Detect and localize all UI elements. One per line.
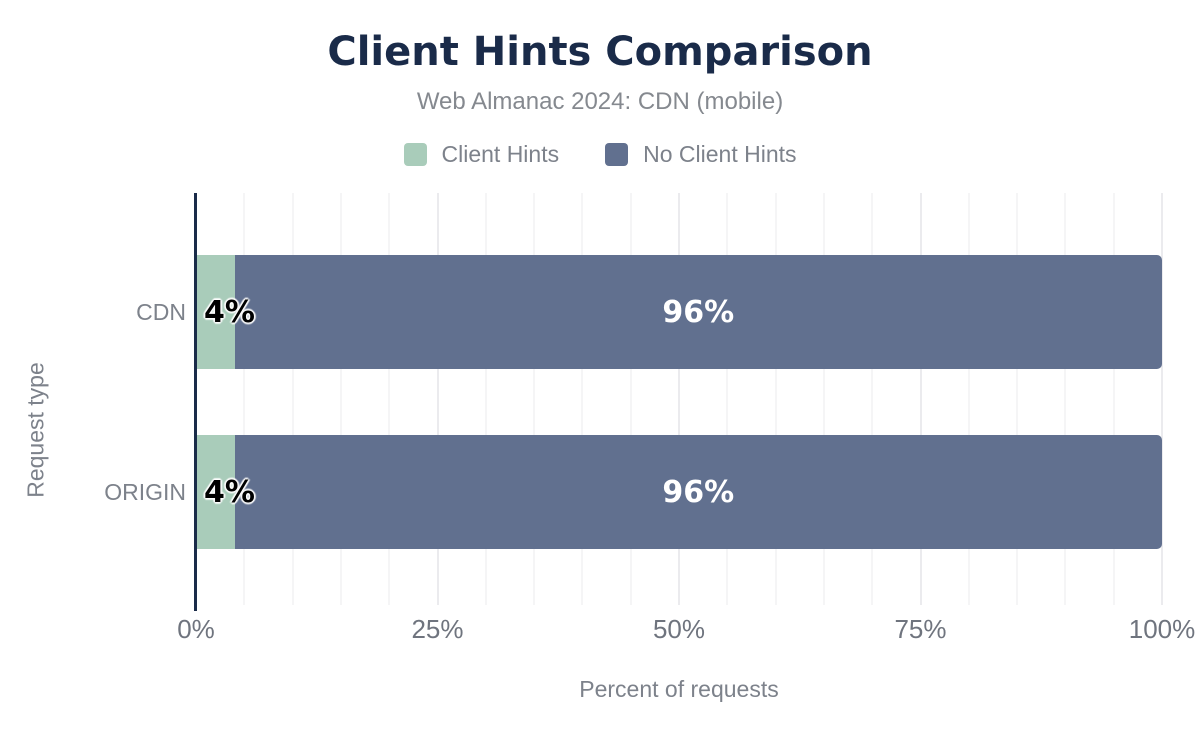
gridline-70 [871,193,874,605]
x-tick-50: 50% [652,614,706,644]
gridline-30 [484,193,487,605]
value-label-cdn-client-hints: 4% [204,294,255,330]
x-tick-0: 0% [177,614,215,644]
legend-item-client-hints[interactable]: Client Hints [403,141,560,168]
y-axis-title: Request type [22,362,49,498]
segment-cdn-no-client-hints[interactable]: 96% [234,255,1162,369]
category-label-origin: ORIGIN [104,479,186,505]
gridline-80 [967,193,970,605]
x-tick-100: 100% [1128,614,1196,644]
gridline-90 [1064,193,1067,605]
legend-label-client-hints: Client Hints [441,141,560,167]
chart-subtitle: Web Almanac 2024: CDN (mobile) [416,88,784,115]
y-axis-line [194,193,197,611]
gridline-55 [726,193,729,605]
value-label-origin-no-client-hints: 96% [662,474,735,510]
segment-cdn-client-hints[interactable] [196,255,235,369]
gridline-95 [1112,193,1115,605]
gridline-85 [1016,193,1019,605]
value-label-cdn-no-client-hints: 96% [662,294,735,330]
gridline-15 [339,193,342,605]
gridline-20 [388,193,391,605]
legend-swatch-client-hints [403,143,427,166]
bar-row-cdn: 96% 4% [196,255,1162,369]
gridline-40 [581,193,584,605]
gridline-45 [629,193,632,605]
gridline-25 [436,193,439,605]
value-label-origin-client-hints: 4% [204,474,255,510]
x-axis-ticks: 0% 25% 50% 75% 100% [177,614,1195,646]
x-axis-title: Percent of requests [579,676,779,702]
gridlines [196,193,1163,605]
gridline-35 [533,193,536,605]
x-tick-75: 75% [894,614,947,644]
legend: Client Hints No Client Hints [0,141,1200,168]
gridline-50 [678,193,680,605]
x-tick-25: 25% [411,614,464,644]
category-label-cdn: CDN [136,299,186,325]
gridline-75 [919,193,922,605]
gridline-5 [243,193,246,605]
legend-item-no-client-hints[interactable]: No Client Hints [605,141,797,168]
gridline-100 [1161,193,1163,605]
plot-area: 96% 4% 96% 4% [196,193,1163,605]
gridline-10 [291,193,294,605]
gridline-65 [822,193,825,605]
segment-origin-no-client-hints[interactable]: 96% [234,435,1162,549]
chart-title: Client Hints Comparison [327,29,873,75]
gridline-60 [774,193,777,605]
segment-origin-client-hints[interactable] [196,435,235,549]
bar-row-origin: 96% 4% [196,435,1162,549]
legend-label-no-client-hints: No Client Hints [643,141,797,167]
legend-swatch-no-client-hints [605,143,629,166]
